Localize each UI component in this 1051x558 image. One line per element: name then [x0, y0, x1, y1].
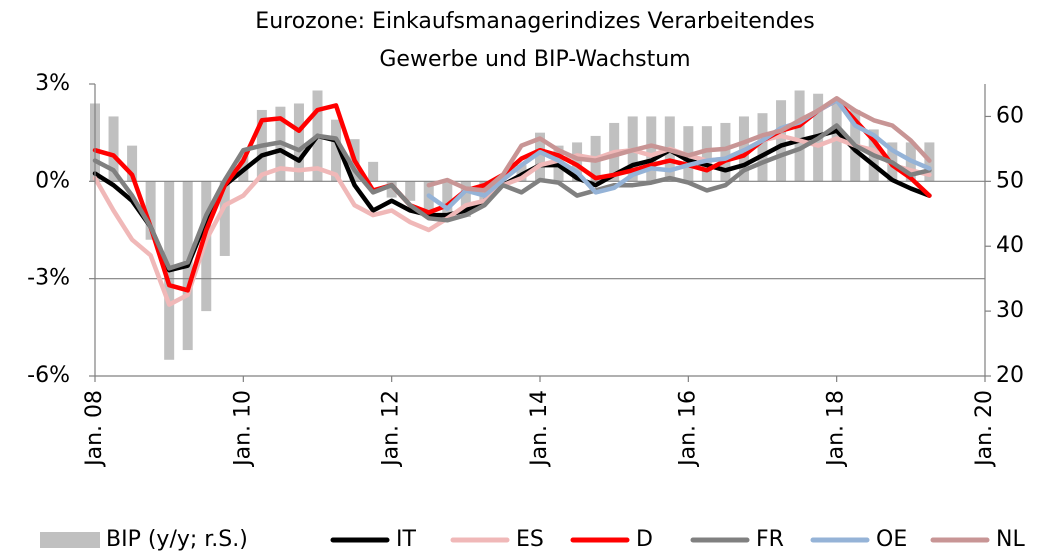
bar: [331, 119, 342, 182]
legend-label: D: [636, 527, 653, 552]
bar: [701, 126, 712, 182]
x-tick-label: Jan. 12: [379, 390, 404, 468]
bar: [145, 181, 156, 240]
bar: [442, 181, 453, 214]
bar: [757, 113, 768, 182]
y-tick-label: 3%: [35, 71, 70, 96]
line: [426, 97, 932, 211]
line: [426, 96, 932, 193]
x-tick-label: Jan. 10: [230, 390, 255, 468]
bar: [572, 142, 583, 182]
bar: [127, 145, 138, 182]
bar: [794, 90, 805, 182]
x-tick-label: Jan. 18: [824, 390, 849, 468]
x-tick-label: Jan. 20: [972, 390, 997, 468]
legend-label: NL: [996, 527, 1025, 552]
line: [92, 133, 932, 307]
y-tick-label: -3%: [27, 266, 70, 291]
y2-tick-label: 50: [996, 168, 1024, 193]
bar: [108, 116, 119, 182]
legend-label: BIP (y/y; r.S.): [106, 527, 248, 552]
bar: [386, 181, 397, 198]
chart-title: Eurozone: Einkaufsmanagerindizes Verarbe…: [255, 9, 814, 34]
y2-tick-label: 60: [996, 103, 1024, 128]
bar: [405, 181, 416, 201]
y-tick-label: -6%: [27, 363, 70, 388]
x-tick-label: Jan. 08: [82, 390, 107, 468]
legend-swatch: [40, 532, 100, 548]
lines: [92, 96, 932, 307]
x-tick-label: Jan. 16: [675, 390, 700, 468]
bar: [368, 161, 379, 182]
legend-label: ES: [516, 527, 544, 552]
line: [92, 123, 932, 271]
legend-label: OE: [876, 527, 907, 552]
bar: [831, 103, 842, 182]
bar: [293, 103, 304, 182]
bar: [720, 122, 731, 182]
bar: [219, 181, 230, 256]
legend-label: FR: [756, 527, 784, 552]
y2-tick-label: 40: [996, 233, 1024, 258]
y-tick-label: 0%: [35, 168, 70, 193]
y2-tick-label: 30: [996, 298, 1024, 323]
y2-tick-label: 20: [996, 363, 1024, 388]
bar: [460, 181, 471, 218]
chart-title: Gewerbe und BIP-Wachstum: [379, 47, 690, 72]
bar: [535, 132, 545, 182]
bar: [646, 116, 657, 182]
legend-label: IT: [396, 527, 416, 552]
x-tick-label: Jan. 14: [527, 390, 552, 468]
line: [92, 97, 932, 293]
bar: [776, 100, 787, 182]
